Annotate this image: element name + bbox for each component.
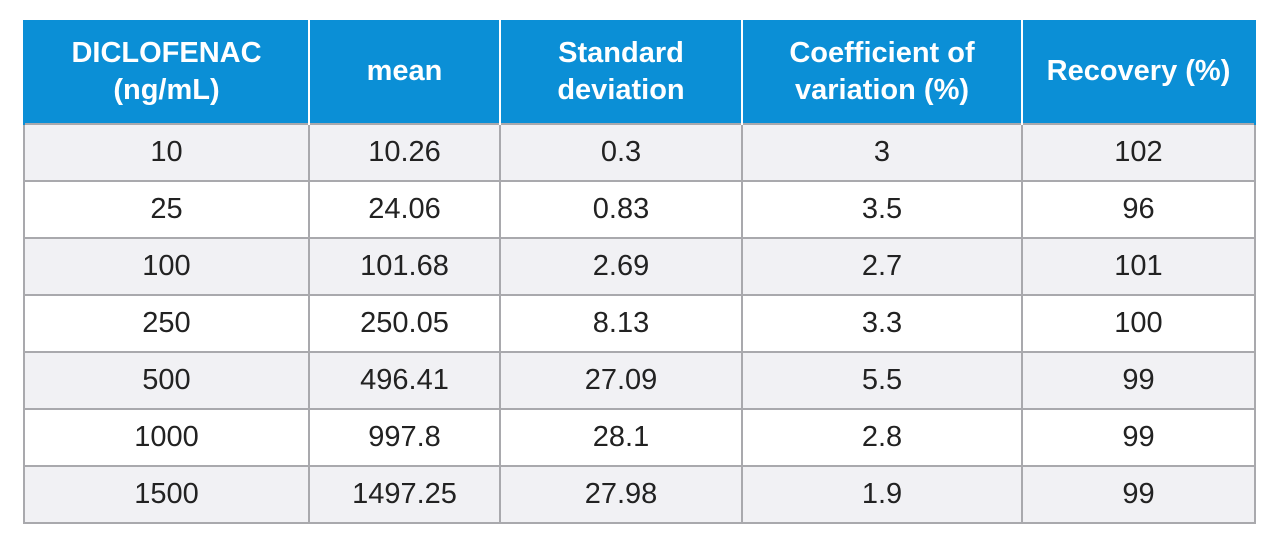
cell-concentration: 1000 [23,408,310,467]
header-mean: mean [308,20,501,124]
table-row: 1500 1497.25 27.98 1.9 99 [23,465,1256,524]
table-row: 500 496.41 27.09 5.5 99 [23,351,1256,410]
table-header: DICLOFENAC (ng/mL) mean Standard deviati… [23,20,1256,124]
cell-recovery: 99 [1021,408,1256,467]
cell-standard-deviation: 27.98 [499,465,743,524]
cell-coefficient-of-variation: 3.3 [741,294,1023,353]
table-body: 10 10.26 0.3 3 102 25 24.06 0.83 3.5 96 … [23,123,1256,524]
cell-coefficient-of-variation: 2.7 [741,237,1023,296]
cell-recovery: 100 [1021,294,1256,353]
cell-recovery: 102 [1021,123,1256,182]
cell-recovery: 96 [1021,180,1256,239]
diclofenac-results-table: DICLOFENAC (ng/mL) mean Standard deviati… [23,20,1256,524]
cell-coefficient-of-variation: 1.9 [741,465,1023,524]
header-coefficient-of-variation: Coefficient of variation (%) [741,20,1023,124]
results-table-container: DICLOFENAC (ng/mL) mean Standard deviati… [23,20,1256,524]
table-row: 100 101.68 2.69 2.7 101 [23,237,1256,296]
cell-concentration: 500 [23,351,310,410]
cell-standard-deviation: 28.1 [499,408,743,467]
cell-concentration: 10 [23,123,310,182]
cell-mean: 250.05 [308,294,501,353]
cell-coefficient-of-variation: 2.8 [741,408,1023,467]
cell-mean: 997.8 [308,408,501,467]
cell-recovery: 99 [1021,351,1256,410]
cell-recovery: 101 [1021,237,1256,296]
cell-coefficient-of-variation: 3 [741,123,1023,182]
cell-standard-deviation: 0.83 [499,180,743,239]
table-row: 10 10.26 0.3 3 102 [23,123,1256,182]
cell-mean: 10.26 [308,123,501,182]
header-concentration: DICLOFENAC (ng/mL) [23,20,310,124]
table-row: 25 24.06 0.83 3.5 96 [23,180,1256,239]
cell-mean: 496.41 [308,351,501,410]
cell-mean: 101.68 [308,237,501,296]
cell-standard-deviation: 27.09 [499,351,743,410]
cell-standard-deviation: 0.3 [499,123,743,182]
table-row: 1000 997.8 28.1 2.8 99 [23,408,1256,467]
header-row: DICLOFENAC (ng/mL) mean Standard deviati… [23,20,1256,124]
cell-concentration: 25 [23,180,310,239]
cell-recovery: 99 [1021,465,1256,524]
table-row: 250 250.05 8.13 3.3 100 [23,294,1256,353]
cell-standard-deviation: 2.69 [499,237,743,296]
cell-mean: 24.06 [308,180,501,239]
cell-coefficient-of-variation: 5.5 [741,351,1023,410]
cell-standard-deviation: 8.13 [499,294,743,353]
cell-mean: 1497.25 [308,465,501,524]
cell-concentration: 1500 [23,465,310,524]
header-recovery: Recovery (%) [1021,20,1256,124]
cell-concentration: 100 [23,237,310,296]
header-standard-deviation: Standard deviation [499,20,743,124]
cell-coefficient-of-variation: 3.5 [741,180,1023,239]
cell-concentration: 250 [23,294,310,353]
